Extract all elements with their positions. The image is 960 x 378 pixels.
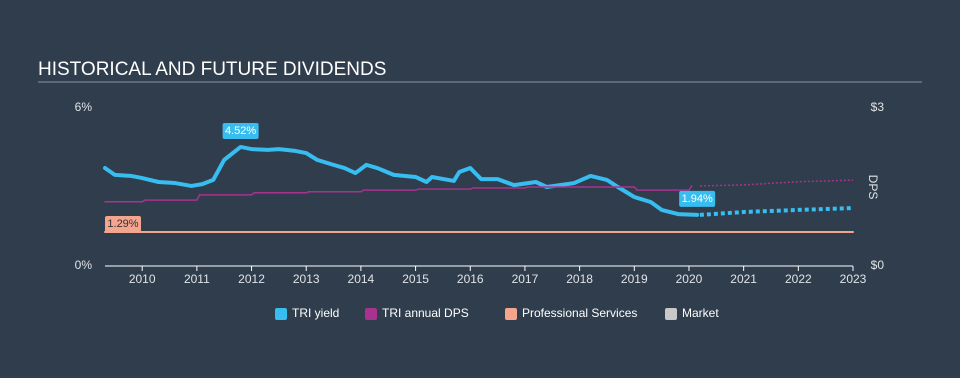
legend-label: Professional Services xyxy=(522,306,637,320)
annotation-box xyxy=(679,190,716,207)
y-tick-label: 0% xyxy=(75,258,93,272)
annotation-box xyxy=(105,216,141,233)
x-tick-label: 2014 xyxy=(348,272,375,286)
x-tick-label: 2013 xyxy=(293,272,320,286)
legend-label: Market xyxy=(682,306,719,320)
y2-tick-label: $0 xyxy=(871,258,885,272)
x-tick-label: 2018 xyxy=(566,272,593,286)
y-tick-label: 6% xyxy=(75,100,93,114)
x-tick-label: 2017 xyxy=(512,272,539,286)
series-line xyxy=(699,179,854,187)
x-tick-label: 2020 xyxy=(676,272,703,286)
annotation: 1.94% xyxy=(682,193,713,205)
x-tick-label: 2016 xyxy=(457,272,484,286)
legend-swatch xyxy=(365,308,377,320)
legend-swatch xyxy=(505,308,517,320)
x-tick-label: 2011 xyxy=(184,272,210,286)
annotation: 1.29% xyxy=(107,218,138,230)
legend-swatch xyxy=(275,308,287,320)
series-line xyxy=(699,206,854,217)
annotation-box xyxy=(222,122,259,139)
annotation: 4.52% xyxy=(225,125,256,137)
x-tick-label: 2022 xyxy=(785,272,812,286)
legend-label: TRI annual DPS xyxy=(382,306,469,320)
x-tick-label: 2023 xyxy=(840,272,867,286)
x-tick-label: 2012 xyxy=(238,272,265,286)
legend-swatch xyxy=(665,308,677,320)
y2-axis-label: DPS xyxy=(866,175,880,200)
legend-label: TRI yield xyxy=(292,306,339,320)
y2-tick-label: $3 xyxy=(871,100,885,114)
x-tick-label: 2021 xyxy=(730,272,757,286)
series-line xyxy=(103,144,700,217)
x-tick-label: 2010 xyxy=(129,272,156,286)
chart-title: HISTORICAL AND FUTURE DIVIDENDS xyxy=(38,59,386,80)
x-tick-label: 2019 xyxy=(621,272,648,286)
x-tick-label: 2015 xyxy=(402,272,429,286)
series-line xyxy=(104,185,693,203)
